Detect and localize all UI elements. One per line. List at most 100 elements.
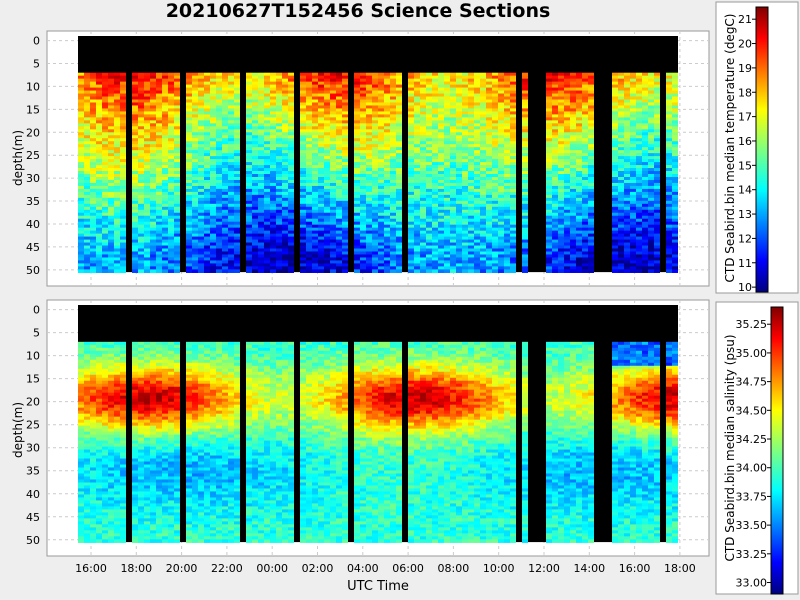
heat-cell (174, 179, 180, 184)
heat-cell (570, 147, 576, 151)
heat-cell (252, 147, 258, 151)
heat-cell (258, 269, 264, 273)
heat-cell (366, 144, 372, 148)
heat-cell (426, 87, 432, 92)
heat-cell (168, 105, 174, 110)
heat-cell (108, 111, 114, 116)
heat-cell (276, 84, 282, 89)
heat-cell (324, 185, 330, 190)
heat-cell (228, 212, 234, 217)
heat-cell (150, 78, 156, 83)
heat-cell (336, 188, 342, 193)
heat-cell (414, 75, 420, 80)
heat-cell (300, 221, 306, 226)
heat-cell (288, 96, 294, 101)
heat-cell (120, 114, 126, 119)
heat-cell (426, 185, 432, 190)
heat-cell (114, 126, 120, 130)
heat-cell (438, 87, 444, 92)
heat-cell (438, 84, 444, 89)
heat-cell (258, 215, 264, 220)
heat-cell (162, 105, 168, 110)
heat-cell (252, 266, 258, 270)
heat-cell (468, 221, 474, 226)
heat-cell (456, 197, 462, 202)
heat-cell (132, 191, 138, 196)
heat-cell (432, 99, 438, 104)
heat-cell (102, 78, 108, 83)
heat-cell (84, 102, 90, 107)
heat-cell (510, 168, 516, 172)
heat-cell (510, 218, 516, 223)
heat-cell (384, 251, 390, 256)
heat-cell (480, 260, 486, 265)
heat-cell (468, 114, 474, 119)
heat-cell (132, 81, 138, 86)
heat-cell (306, 102, 312, 107)
heat-cell (216, 239, 222, 244)
heat-cell (108, 96, 114, 101)
heat-cell (408, 215, 414, 220)
heat-cell (114, 120, 120, 124)
heat-cell (300, 159, 306, 163)
heat-cell (84, 254, 90, 259)
heat-cell (150, 126, 156, 130)
heat-cell (480, 209, 486, 214)
heat-cell (552, 120, 558, 124)
heat-cell (162, 257, 168, 262)
heat-cell (360, 147, 366, 151)
heat-cell (504, 78, 510, 83)
heat-cell (462, 108, 468, 113)
heat-cell (84, 135, 90, 139)
heat-cell (216, 75, 222, 80)
heat-cell (162, 221, 168, 226)
heat-cell (78, 257, 84, 262)
heat-cell (144, 257, 150, 262)
heat-cell (504, 72, 510, 77)
heat-cell (354, 263, 360, 268)
heat-cell (96, 174, 102, 178)
heat-cell (252, 212, 258, 217)
heat-cell (114, 81, 120, 86)
heat-cell (504, 230, 510, 235)
heat-cell (162, 150, 168, 154)
heat-cell (276, 147, 282, 151)
heat-cell (474, 144, 480, 148)
heat-cell (210, 191, 216, 196)
heat-cell (354, 221, 360, 226)
heat-cell (354, 117, 360, 121)
heat-cell (432, 266, 438, 270)
heat-cell (276, 218, 282, 223)
heat-cell (222, 132, 228, 136)
heat-cell (150, 171, 156, 175)
heat-cell (156, 102, 162, 107)
heat-cell (324, 206, 330, 211)
heat-cell (132, 153, 138, 157)
heat-cell (342, 236, 348, 241)
heat-cell (210, 239, 216, 244)
heat-cell (492, 233, 498, 238)
heat-cell (102, 111, 108, 116)
heat-cell (258, 257, 264, 262)
heat-cell (264, 87, 270, 92)
heat-cell (168, 174, 174, 178)
heat-cell (564, 257, 570, 262)
heat-cell (210, 171, 216, 175)
heat-cell (558, 129, 564, 133)
heat-cell (330, 144, 336, 148)
heat-cell (216, 138, 222, 142)
heat-cell (462, 185, 468, 190)
heat-cell (414, 150, 420, 154)
heat-cell (234, 135, 240, 139)
heat-cell (162, 215, 168, 220)
heat-cell (288, 206, 294, 211)
heat-cell (450, 78, 456, 83)
heat-cell (384, 159, 390, 163)
heat-cell (396, 254, 402, 259)
heat-cell (78, 126, 84, 130)
heat-cell (234, 144, 240, 148)
heat-cell (282, 129, 288, 133)
heat-cell (414, 129, 420, 133)
heat-cell (474, 260, 480, 265)
heat-cell (84, 227, 90, 232)
